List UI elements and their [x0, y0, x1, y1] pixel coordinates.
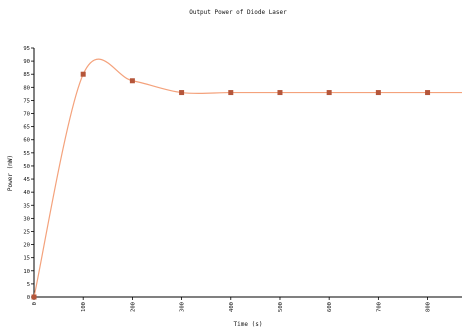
x-ticks: 0 100 200 300 400 500 600 700 800 [32, 297, 432, 312]
y-tick-label: 70 [23, 112, 30, 118]
data-point-marker [80, 71, 86, 77]
x-tick-label: 400 [229, 302, 235, 312]
y-tick-label: 10 [23, 269, 30, 275]
x-tick-label: 300 [180, 302, 186, 312]
data-point-marker [425, 90, 431, 96]
y-tick-label: 35 [23, 203, 30, 209]
data-point-marker [179, 90, 185, 96]
y-ticks: 0 5 10 15 20 25 30 35 40 45 50 55 60 65 70 75 80 85 90 95 [23, 46, 34, 301]
data-point-marker [228, 90, 234, 96]
series-line [33, 58, 462, 298]
x-axis-label: Time (s) [234, 321, 263, 328]
y-tick-label: 45 [23, 177, 30, 183]
y-tick-label: 15 [23, 256, 30, 262]
x-tick-label: 200 [130, 302, 136, 312]
data-point-marker [277, 90, 283, 96]
y-tick-label: 50 [23, 164, 30, 170]
x-tick-label: 500 [278, 302, 284, 312]
y-tick-label: 65 [23, 125, 30, 131]
data-point-marker [129, 78, 135, 84]
markers [31, 71, 431, 300]
data-point-marker [31, 294, 37, 300]
y-tick-label: 80 [23, 85, 30, 91]
y-tick-label: 30 [23, 216, 30, 222]
axes [33, 48, 462, 298]
y-tick-label: 20 [23, 243, 30, 249]
y-tick-label: 90 [23, 59, 30, 65]
data-point-marker [326, 90, 332, 96]
y-tick-label: 60 [23, 138, 30, 144]
y-tick-label: 40 [23, 190, 30, 196]
x-tick-label: 800 [426, 302, 432, 312]
y-tick-label: 95 [23, 46, 30, 52]
x-tick-label: 0 [32, 302, 38, 305]
y-tick-label: 75 [23, 98, 30, 104]
data-point-marker [375, 90, 381, 96]
y-tick-label: 0 [27, 295, 30, 301]
y-tick-label: 85 [23, 72, 30, 78]
x-tick-label: 100 [81, 302, 87, 312]
y-tick-label: 55 [23, 151, 30, 157]
y-tick-label: 5 [27, 282, 30, 288]
chart-title: Output Power of Diode Laser [189, 9, 287, 16]
y-axis-label: Power (mW) [7, 155, 14, 191]
x-tick-label: 600 [327, 302, 333, 312]
y-tick-label: 25 [23, 229, 30, 235]
x-tick-label: 700 [376, 302, 382, 312]
